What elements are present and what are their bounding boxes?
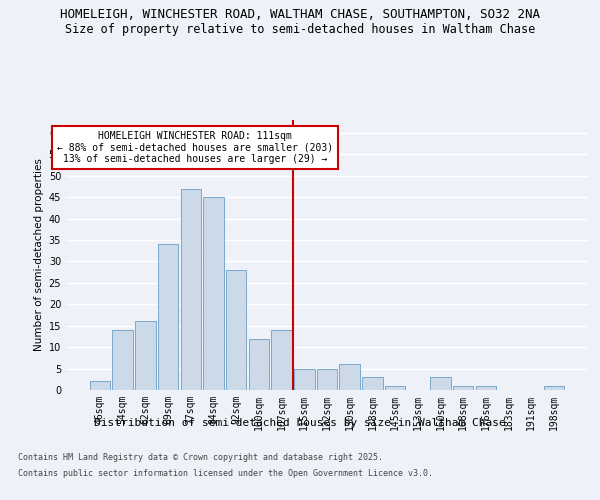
Bar: [385, 386, 406, 390]
Bar: [453, 386, 473, 390]
Bar: [271, 330, 292, 390]
Bar: [476, 386, 496, 390]
Bar: [430, 377, 451, 390]
Text: HOMELEIGH WINCHESTER ROAD: 111sqm
← 88% of semi-detached houses are smaller (203: HOMELEIGH WINCHESTER ROAD: 111sqm ← 88% …: [57, 130, 334, 164]
Bar: [226, 270, 247, 390]
Text: Contains HM Land Registry data © Crown copyright and database right 2025.: Contains HM Land Registry data © Crown c…: [18, 454, 383, 462]
Text: Distribution of semi-detached houses by size in Waltham Chase: Distribution of semi-detached houses by …: [94, 418, 506, 428]
Bar: [135, 322, 155, 390]
Bar: [203, 197, 224, 390]
Bar: [158, 244, 178, 390]
Bar: [112, 330, 133, 390]
Bar: [248, 338, 269, 390]
Text: Contains public sector information licensed under the Open Government Licence v3: Contains public sector information licen…: [18, 468, 433, 477]
Y-axis label: Number of semi-detached properties: Number of semi-detached properties: [34, 158, 44, 352]
Bar: [340, 364, 360, 390]
Bar: [544, 386, 564, 390]
Text: HOMELEIGH, WINCHESTER ROAD, WALTHAM CHASE, SOUTHAMPTON, SO32 2NA: HOMELEIGH, WINCHESTER ROAD, WALTHAM CHAS…: [60, 8, 540, 20]
Bar: [294, 368, 314, 390]
Bar: [90, 382, 110, 390]
Text: Size of property relative to semi-detached houses in Waltham Chase: Size of property relative to semi-detach…: [65, 22, 535, 36]
Bar: [362, 377, 383, 390]
Bar: [181, 188, 201, 390]
Bar: [317, 368, 337, 390]
